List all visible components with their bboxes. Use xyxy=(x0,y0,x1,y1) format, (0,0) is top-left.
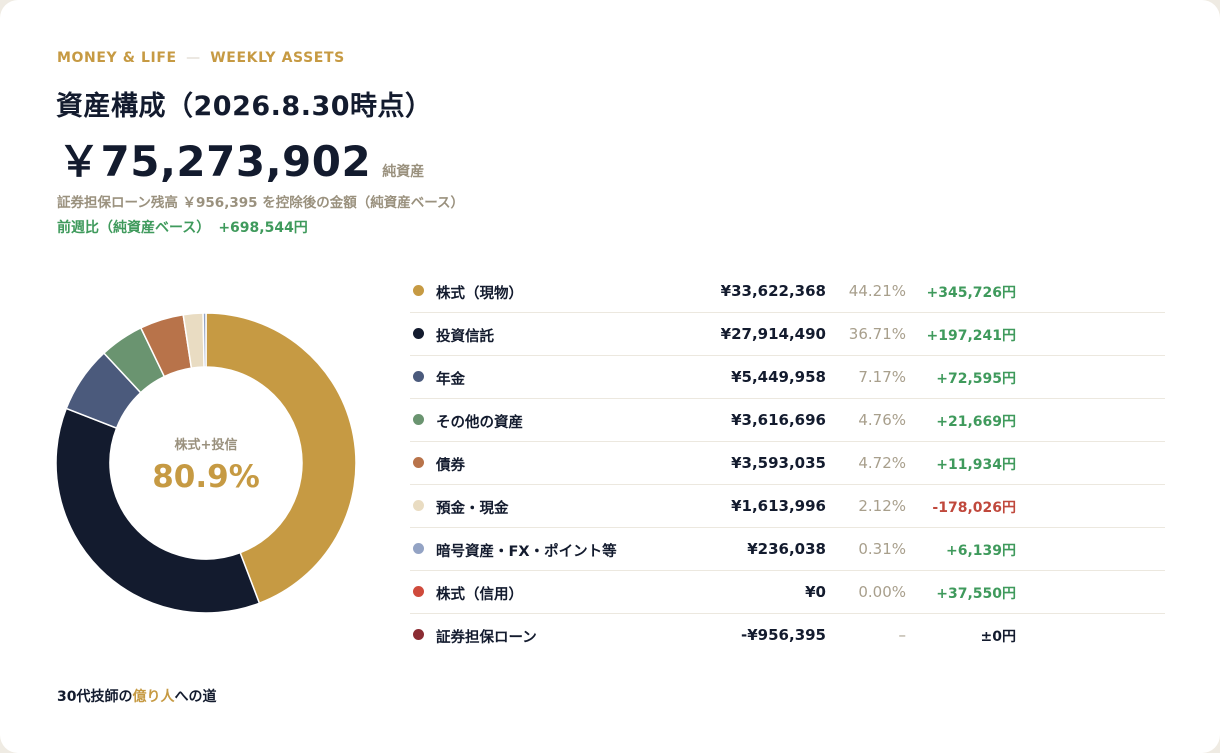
table-row: 暗号資産・FX・ポイント等 ¥236,038 0.31% +6,139円 xyxy=(410,528,1165,571)
donut-slice xyxy=(202,313,207,368)
asset-share: 0.00% xyxy=(858,583,906,601)
wow-value: +698,544円 xyxy=(218,220,308,236)
kicker-brand: MONEY & LIFE xyxy=(57,50,177,66)
asset-change: +345,726円 xyxy=(926,285,1017,301)
asset-change: +197,241円 xyxy=(926,328,1017,344)
asset-name: 債券 xyxy=(436,458,465,474)
legend-dot xyxy=(413,500,424,511)
asset-change: +11,934円 xyxy=(936,457,1016,473)
table-row: 株式（信用） ¥0 0.00% +37,550円 xyxy=(410,571,1165,614)
asset-value: ¥1,613,996 xyxy=(731,497,826,515)
donut-slice xyxy=(56,407,261,613)
legend-dot xyxy=(413,543,424,554)
asset-share: 44.21% xyxy=(848,282,906,300)
footer-accent: 億り人 xyxy=(132,689,175,705)
asset-share: 2.12% xyxy=(858,497,906,515)
table-row: 債券 ¥3,593,035 4.72% +11,934円 xyxy=(410,442,1165,485)
asset-change: +21,669円 xyxy=(936,414,1016,430)
net-assets-label: 純資産 xyxy=(382,164,425,180)
asset-change: +37,550円 xyxy=(936,586,1016,602)
asset-name: 年金 xyxy=(436,372,465,388)
net-assets-total: ￥75,273,902 純資産 xyxy=(58,128,424,189)
asset-value: ¥0 xyxy=(805,583,826,601)
asset-change: ±0円 xyxy=(980,629,1016,645)
legend-dot xyxy=(413,586,424,597)
asset-share: – xyxy=(898,626,907,644)
asset-change: -178,026円 xyxy=(932,500,1016,516)
asset-share: 4.76% xyxy=(858,411,906,429)
asset-value: ¥27,914,490 xyxy=(720,325,826,343)
allocation-donut-chart xyxy=(56,313,356,613)
asset-share: 4.72% xyxy=(858,454,906,472)
asset-name: 株式（現物） xyxy=(436,286,523,302)
legend-dot xyxy=(413,328,424,339)
table-row: 年金 ¥5,449,958 7.17% +72,595円 xyxy=(410,356,1165,399)
legend-dot xyxy=(413,629,424,640)
asset-name: その他の資産 xyxy=(436,415,523,431)
asset-change: +72,595円 xyxy=(936,371,1016,387)
net-assets-amount: ￥75,273,902 xyxy=(58,137,372,186)
footer-brand: 30代技師の億り人への道 xyxy=(57,686,216,706)
legend-dot xyxy=(413,414,424,425)
footer-prefix: 30代技師の xyxy=(57,689,133,705)
asset-name: 投資信託 xyxy=(436,329,494,345)
week-over-week: 前週比（純資産ベース） +698,544円 xyxy=(57,217,308,237)
legend-dot xyxy=(413,457,424,468)
asset-table: 株式（現物） ¥33,622,368 44.21% +345,726円投資信託 ¥27,… xyxy=(410,270,1165,657)
asset-name: 預金・現金 xyxy=(436,501,509,517)
asset-name: 株式（信用） xyxy=(436,587,523,603)
donut-slice xyxy=(205,313,356,605)
page-title: 資産構成（2026.8.30時点） xyxy=(56,91,433,122)
kicker: MONEY & LIFE — WEEKLY ASSETS xyxy=(57,50,345,66)
asset-value: ¥5,449,958 xyxy=(731,368,826,386)
table-row: 証券担保ローン -¥956,395 – ±0円 xyxy=(410,614,1165,657)
asset-value: -¥956,395 xyxy=(741,626,826,644)
asset-share: 7.17% xyxy=(858,368,906,386)
table-row: 預金・現金 ¥1,613,996 2.12% -178,026円 xyxy=(410,485,1165,528)
asset-name: 証券担保ローン xyxy=(436,630,537,646)
asset-value: ¥33,622,368 xyxy=(720,282,826,300)
loan-deduction-note: 証券担保ローン残高 ￥956,395 を控除後の金額（純資産ベース） xyxy=(57,195,465,211)
table-row: 株式（現物） ¥33,622,368 44.21% +345,726円 xyxy=(410,270,1165,313)
asset-value: ¥3,593,035 xyxy=(731,454,826,472)
asset-value: ¥3,616,696 xyxy=(731,411,826,429)
kicker-separator: — xyxy=(186,50,201,66)
asset-change: +6,139円 xyxy=(945,543,1016,559)
wow-label: 前週比（純資産ベース） xyxy=(57,220,211,236)
asset-share: 0.31% xyxy=(858,540,906,558)
asset-name: 暗号資産・FX・ポイント等 xyxy=(436,544,617,560)
legend-dot xyxy=(413,371,424,382)
table-row: その他の資産 ¥3,616,696 4.76% +21,669円 xyxy=(410,399,1165,442)
legend-dot xyxy=(413,285,424,296)
asset-value: ¥236,038 xyxy=(747,540,826,558)
kicker-section: WEEKLY ASSETS xyxy=(210,50,345,66)
asset-share: 36.71% xyxy=(848,325,906,343)
table-row: 投資信託 ¥27,914,490 36.71% +197,241円 xyxy=(410,313,1165,356)
footer-suffix: への道 xyxy=(174,689,217,705)
